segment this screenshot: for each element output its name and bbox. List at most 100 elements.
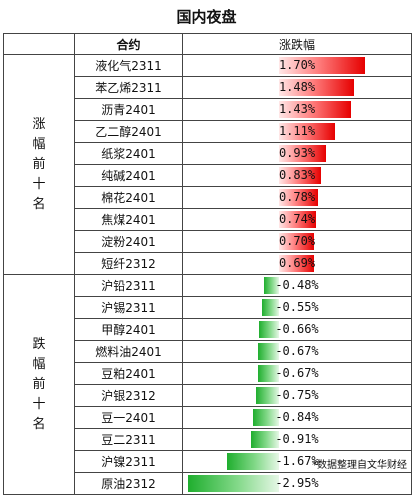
gain-bar (279, 101, 351, 118)
contract-name: 苯乙烯2311 (74, 76, 183, 99)
table-row: 甲醇2401 -0.66% (4, 318, 412, 341)
change-cell: -0.66% (182, 318, 412, 341)
change-value: -0.67% (275, 344, 319, 358)
change-value: -1.67% (275, 454, 319, 468)
loss-bar (253, 409, 279, 426)
change-cell: -0.84% (182, 406, 412, 429)
contract-name: 焦煤2401 (74, 208, 183, 231)
contract-name: 沪银2312 (74, 384, 183, 407)
loss-bar (258, 365, 279, 382)
contract-header: 合约 (74, 33, 183, 55)
change-cell: -0.67% (182, 362, 412, 385)
contract-name: 沪铅2311 (74, 274, 183, 297)
change-cell: 0.78% (182, 186, 412, 209)
change-value: 0.83% (278, 168, 316, 182)
contract-name: 短纤2312 (74, 252, 183, 275)
change-value: 0.74% (278, 212, 316, 226)
contract-name: 豆二2311 (74, 428, 183, 451)
table-body: 涨幅前十名 液化气2311 1.70% 苯乙烯2311 1.48% 沥青2401 1.43%… (3, 54, 412, 495)
change-cell: -1.67% (182, 450, 412, 473)
change-cell: 1.70% (182, 54, 412, 77)
gain-bar (279, 145, 326, 162)
change-cell: 0.70% (182, 230, 412, 253)
change-cell: 1.43% (182, 98, 412, 121)
change-cell: -0.67% (182, 340, 412, 363)
contract-name: 乙二醇2401 (74, 120, 183, 143)
contract-name: 原油2312 (74, 472, 183, 495)
night-session-table: 合约 涨跌幅 涨幅前十名 液化气2311 1.70% 苯乙烯2311 1.48% 沥青24… (3, 33, 412, 495)
contract-name: 液化气2311 (74, 54, 183, 77)
contract-name: 纯碱2401 (74, 164, 183, 187)
group-label-text: 涨幅前十名 (32, 116, 46, 212)
loss-bar (264, 277, 279, 294)
change-cell: -0.48% (182, 274, 412, 297)
gain-bar (279, 123, 335, 140)
change-cell: -0.75% (182, 384, 412, 407)
change-value: 1.11% (278, 124, 316, 138)
loss-bar (259, 321, 279, 338)
table-row: 棉花2401 0.78% (4, 186, 412, 209)
contract-name: 沥青2401 (74, 98, 183, 121)
table-row: 纯碱2401 0.83% (4, 164, 412, 187)
change-cell: -0.55% (182, 296, 412, 319)
change-cell: -0.91% (182, 428, 412, 451)
contract-name: 沪镍2311 (74, 450, 183, 473)
contract-name: 甲醇2401 (74, 318, 183, 341)
gain-bar (279, 255, 314, 272)
page-title: 国内夜盘 (176, 8, 237, 26)
gain-bar (279, 57, 365, 74)
gain-bar (279, 189, 318, 206)
losers-group-label: 跌幅前十名 (3, 274, 75, 495)
gain-bar (279, 211, 316, 228)
table-row: 涨幅前十名 液化气2311 1.70% (3, 54, 412, 275)
contract-name: 沪锡2311 (74, 296, 183, 319)
table-row: 跌幅前十名 沪铅2311 -0.48% (3, 274, 412, 495)
change-value: 1.48% (278, 80, 316, 94)
loss-bar (251, 431, 279, 448)
contract-name: 豆粕2401 (74, 362, 183, 385)
change-value: -0.48% (275, 278, 319, 292)
change-value: 1.70% (278, 58, 316, 72)
loss-bar (227, 453, 279, 470)
loss-bar (256, 387, 279, 404)
gainers-group-label: 涨幅前十名 (3, 54, 75, 275)
group-label-text: 跌幅前十名 (32, 336, 46, 432)
change-value: -0.75% (275, 388, 319, 402)
change-cell: 1.48% (182, 76, 412, 99)
gain-bar (279, 79, 354, 96)
contract-name: 豆一2401 (74, 406, 183, 429)
table-row: 苯乙烯2311 1.48% (4, 76, 412, 99)
change-value: -0.55% (275, 300, 319, 314)
change-value: 0.78% (278, 190, 316, 204)
change-value: 1.43% (278, 102, 316, 116)
change-value: -2.95% (275, 476, 319, 490)
change-cell: 1.11% (182, 120, 412, 143)
change-cell: -2.95% (182, 472, 412, 495)
gain-bar (279, 167, 321, 184)
contract-name: 淀粉2401 (74, 230, 183, 253)
change-cell: 0.93% (182, 142, 412, 165)
change-value: 0.93% (278, 146, 316, 160)
change-cell: 0.74% (182, 208, 412, 231)
table-row: 燃料油2401 -0.67% (4, 340, 412, 363)
header-row: 合约 涨跌幅 (3, 33, 412, 55)
change-value: 0.70% (278, 234, 316, 248)
change-value: -0.91% (275, 432, 319, 446)
source-note: *数据整理自文华财经 (312, 460, 407, 471)
group-header (3, 33, 75, 55)
change-value: -0.84% (275, 410, 319, 424)
contract-name: 纸浆2401 (74, 142, 183, 165)
change-header: 涨跌幅 (182, 33, 412, 55)
gain-bar (279, 233, 314, 250)
loss-bar (262, 299, 279, 316)
change-value: -0.67% (275, 366, 319, 380)
table-row: 沪镍2311 -1.67% (4, 450, 412, 473)
table-row: 短纤2312 0.69% (4, 252, 412, 275)
change-cell: 0.69% (182, 252, 412, 275)
change-value: 0.69% (278, 256, 316, 270)
change-value: -0.66% (275, 322, 319, 336)
contract-name: 棉花2401 (74, 186, 183, 209)
change-cell: 0.83% (182, 164, 412, 187)
loss-bar (258, 343, 279, 360)
table-row: 焦煤2401 0.74% (4, 208, 412, 231)
